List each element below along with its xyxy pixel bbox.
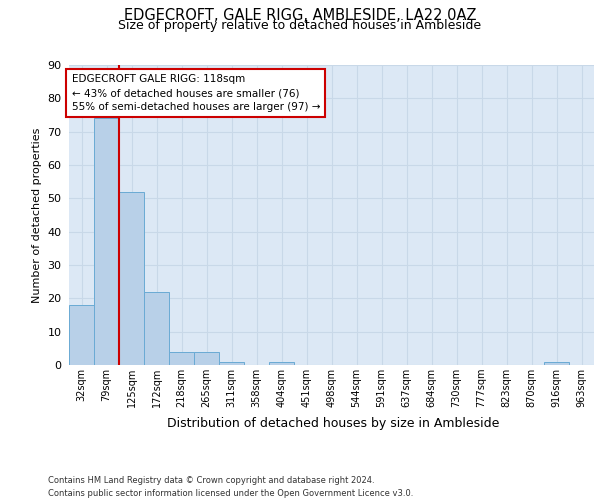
Bar [119, 192, 144, 365]
Y-axis label: Number of detached properties: Number of detached properties [32, 128, 41, 302]
Bar [144, 292, 169, 365]
Bar [94, 118, 119, 365]
Bar [269, 362, 294, 365]
Text: Distribution of detached houses by size in Ambleside: Distribution of detached houses by size … [167, 418, 499, 430]
Bar [544, 362, 569, 365]
Bar [194, 352, 219, 365]
Text: EDGECROFT, GALE RIGG, AMBLESIDE, LA22 0AZ: EDGECROFT, GALE RIGG, AMBLESIDE, LA22 0A… [124, 8, 476, 22]
Text: Size of property relative to detached houses in Ambleside: Size of property relative to detached ho… [118, 18, 482, 32]
Bar [219, 362, 244, 365]
Bar [69, 305, 94, 365]
Text: EDGECROFT GALE RIGG: 118sqm
← 43% of detached houses are smaller (76)
55% of sem: EDGECROFT GALE RIGG: 118sqm ← 43% of det… [71, 74, 320, 112]
Text: Contains HM Land Registry data © Crown copyright and database right 2024.
Contai: Contains HM Land Registry data © Crown c… [48, 476, 413, 498]
Bar [169, 352, 194, 365]
